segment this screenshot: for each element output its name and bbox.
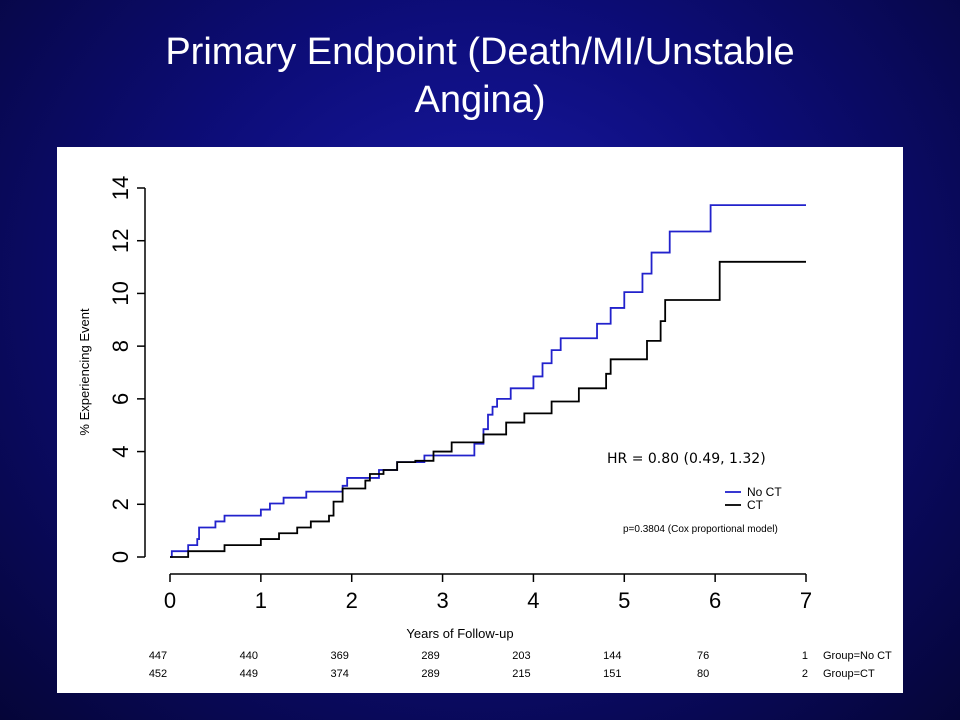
risk-count: 1 (802, 650, 808, 662)
legend-label: CT (747, 498, 764, 512)
risk-count: 2 (802, 668, 808, 680)
risk-count: 369 (331, 650, 349, 662)
risk-count: 151 (603, 668, 621, 680)
y-tick-label: 12 (108, 228, 133, 252)
x-axis-title: Years of Follow-up (406, 626, 513, 641)
risk-count: 215 (512, 668, 530, 680)
risk-count: 203 (512, 650, 530, 662)
risk-count: 440 (240, 650, 258, 662)
x-tick-label: 5 (618, 588, 630, 613)
risk-count: 447 (149, 650, 167, 662)
y-tick-label: 2 (108, 498, 133, 510)
p-value-text: p=0.3804 (Cox proportional model) (623, 524, 778, 535)
risk-count: 80 (697, 668, 709, 680)
y-axis-title: % Experiencing Event (77, 308, 92, 436)
risk-count: 452 (149, 668, 167, 680)
risk-count: 289 (421, 650, 439, 662)
risk-group-label: Group=CT (823, 668, 875, 680)
x-tick-label: 3 (436, 588, 448, 613)
series-line-ct (170, 260, 806, 558)
risk-count: 449 (240, 668, 258, 680)
x-tick-label: 2 (346, 588, 358, 613)
risk-count: 289 (421, 668, 439, 680)
y-tick-label: 6 (108, 393, 133, 405)
legend-label: No CT (747, 485, 782, 499)
x-tick-label: 7 (800, 588, 812, 613)
hazard-ratio-annotation: HR = 0.80 (0.49, 1.32) (607, 451, 766, 467)
y-tick-label: 0 (108, 551, 133, 563)
slide-title: Primary Endpoint (Death/MI/Unstable Angi… (0, 28, 960, 124)
slide-title-line-2: Angina) (414, 79, 546, 121)
series-line-no-ct (170, 204, 806, 558)
x-tick-label: 4 (527, 588, 539, 613)
chart-panel: 0 2 4 6 8 10 12 14 0 1 2 3 4 5 6 7 No CT CT HR = 0.80 (0… (57, 147, 903, 693)
y-tick-label: 4 (108, 445, 133, 457)
x-tick-label: 6 (709, 588, 721, 613)
risk-count: 144 (603, 650, 621, 662)
risk-count: 76 (697, 650, 709, 662)
x-tick-label: 1 (255, 588, 267, 613)
risk-group-label: Group=No CT (823, 650, 892, 662)
y-tick-label: 8 (108, 340, 133, 352)
y-tick-label: 14 (108, 176, 133, 200)
y-tick-label: 10 (108, 281, 133, 305)
x-tick-label: 0 (164, 588, 176, 613)
slide-title-line-1: Primary Endpoint (Death/MI/Unstable (165, 31, 795, 73)
risk-count: 374 (331, 668, 349, 680)
